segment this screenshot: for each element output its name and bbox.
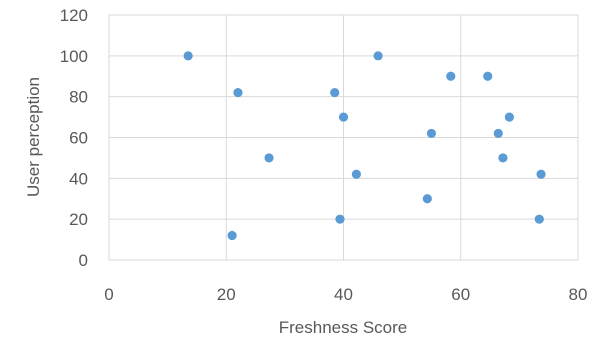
x-tick-label: 40: [334, 285, 353, 304]
data-point: [338, 112, 349, 122]
data-point: [373, 51, 383, 61]
data-point: [493, 128, 503, 139]
y-tick-label: 80: [69, 88, 88, 107]
data-points: [183, 51, 546, 241]
y-tick-label: 40: [69, 169, 88, 188]
y-tick-label: 100: [60, 47, 88, 66]
data-point: [351, 169, 361, 179]
gridlines: [108, 14, 579, 261]
data-point: [183, 51, 193, 61]
x-tick-label: 20: [217, 285, 236, 304]
x-tick-label: 80: [569, 285, 588, 304]
data-point: [534, 214, 544, 224]
y-tick-label: 20: [69, 210, 88, 229]
tick-labels: 0 20 40 60 80 100 120 0 20 40 60 80: [60, 6, 588, 304]
data-point: [446, 71, 456, 81]
data-point: [264, 153, 274, 163]
data-point: [483, 71, 493, 81]
y-axis-title: User perception: [24, 77, 43, 197]
data-point: [233, 87, 243, 98]
x-tick-label: 60: [451, 285, 470, 304]
y-tick-label: 0: [79, 251, 88, 270]
data-point: [422, 194, 432, 204]
data-point: [426, 128, 437, 139]
y-tick-label: 60: [69, 129, 88, 148]
x-axis-title: Freshness Score: [279, 318, 408, 337]
data-point: [227, 230, 237, 241]
y-tick-label: 120: [60, 6, 88, 25]
x-tick-label: 0: [104, 285, 113, 304]
data-point: [330, 87, 340, 98]
data-point: [536, 169, 546, 179]
data-point: [504, 112, 515, 122]
data-point: [335, 214, 345, 224]
data-point: [498, 153, 508, 163]
